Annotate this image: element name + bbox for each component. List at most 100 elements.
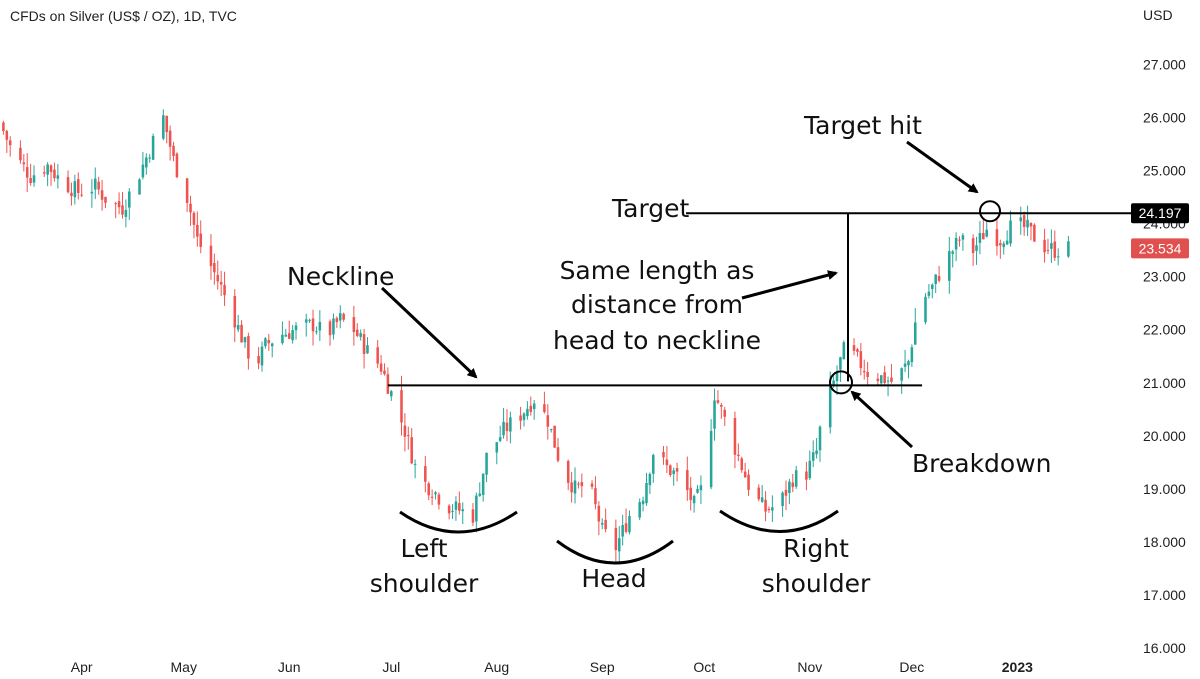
candle-body (148, 157, 151, 159)
last-price-tag-label: 23.534 (1139, 240, 1182, 256)
candle (1033, 223, 1036, 242)
candle (1022, 211, 1026, 236)
candle-body (794, 470, 798, 487)
candle (713, 388, 716, 441)
candle-body (90, 191, 94, 194)
x-tick-label: Dec (899, 659, 924, 675)
candle (890, 363, 893, 384)
neckline-arrow (380, 286, 478, 379)
left-shoulder-label-line1: Left (400, 534, 447, 563)
candle (308, 318, 311, 324)
candle (447, 504, 451, 520)
candle (914, 308, 917, 345)
candle-body (675, 468, 679, 472)
candle-body (8, 140, 12, 146)
candle-body (284, 334, 288, 337)
candle (1019, 206, 1023, 235)
candle-body (1033, 224, 1036, 242)
candle-body (427, 483, 430, 496)
candle (138, 178, 141, 195)
candle-body (359, 333, 362, 337)
candle-body (999, 243, 1002, 246)
candle (614, 519, 618, 563)
candle-body (247, 336, 250, 359)
candle-body (978, 233, 982, 243)
candle-body (22, 162, 26, 165)
candle (257, 347, 260, 370)
candle (209, 233, 213, 280)
candle-body (270, 343, 274, 347)
candle (961, 233, 965, 251)
candle-body (355, 329, 359, 336)
candle-body (376, 347, 379, 364)
candle (104, 196, 107, 209)
candle (764, 491, 767, 522)
candle (114, 201, 117, 219)
candle (692, 494, 696, 513)
candle-body (648, 473, 652, 486)
candle (223, 271, 226, 306)
candle (566, 459, 570, 491)
target-label: Target (611, 194, 690, 223)
candle (580, 473, 584, 498)
candle-body (788, 481, 791, 493)
candle (121, 192, 124, 219)
candle-body (141, 164, 145, 178)
candle-body (291, 330, 294, 341)
candle (243, 336, 247, 349)
candle-body (910, 347, 914, 363)
candle-body (485, 452, 488, 475)
candle-body (458, 503, 461, 511)
candle-body (553, 425, 556, 448)
candle-body (961, 235, 965, 240)
last-price-tag: 23.534 (1131, 238, 1189, 259)
candle-body (641, 500, 645, 505)
candle-body (145, 157, 148, 168)
candle-body (886, 380, 890, 382)
candle-body (304, 319, 308, 323)
candle-body (267, 339, 271, 344)
candle (162, 109, 165, 141)
candle-body (532, 403, 536, 410)
candle-body (600, 522, 604, 525)
annotation-lines (380, 140, 1133, 565)
candle-body (233, 296, 237, 328)
candle-body (747, 474, 750, 490)
candle (145, 153, 148, 175)
y-tick-label: 27.000 (1143, 57, 1186, 73)
candle (716, 390, 720, 405)
candle (471, 503, 475, 527)
candle-body (876, 378, 880, 382)
candle (1026, 205, 1029, 237)
candle-body (97, 181, 100, 190)
candle (287, 320, 291, 340)
candle-body (199, 233, 203, 247)
candle (73, 174, 77, 205)
candle-body (424, 466, 427, 482)
candle (270, 342, 274, 358)
candle-body (839, 357, 842, 370)
target-hit-label: Target hit (803, 111, 922, 140)
candle (260, 341, 264, 372)
candle-body (287, 333, 291, 339)
candle-body (733, 417, 737, 455)
chart-title: CFDs on Silver (US$ / OZ), 1D, TVC (10, 8, 237, 24)
candle (556, 438, 560, 463)
candle (1002, 241, 1006, 255)
candle (362, 328, 366, 369)
neckline-label: Neckline (287, 262, 394, 291)
candle-body (1056, 256, 1060, 258)
candle (430, 489, 434, 506)
candle (604, 508, 607, 533)
candle-body (1019, 217, 1023, 222)
candle (76, 172, 80, 200)
candle-body (604, 519, 607, 530)
candle-body (764, 499, 767, 512)
candle (1053, 230, 1057, 262)
candle-body (73, 181, 77, 198)
candle (213, 253, 216, 285)
candle-body (447, 505, 451, 514)
candle-body (743, 471, 747, 478)
candle-body (386, 374, 390, 394)
candle (199, 220, 203, 254)
